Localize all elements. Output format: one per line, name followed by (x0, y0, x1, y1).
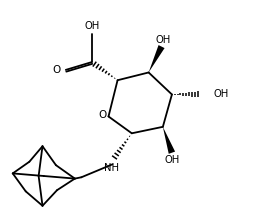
Text: O: O (99, 110, 107, 120)
Polygon shape (149, 45, 165, 72)
Text: O: O (53, 65, 61, 75)
Text: OH: OH (164, 155, 180, 165)
Text: OH: OH (84, 21, 99, 31)
Polygon shape (163, 127, 175, 154)
Text: NH: NH (104, 163, 118, 173)
Text: OH: OH (155, 35, 170, 45)
Text: OH: OH (213, 90, 229, 99)
